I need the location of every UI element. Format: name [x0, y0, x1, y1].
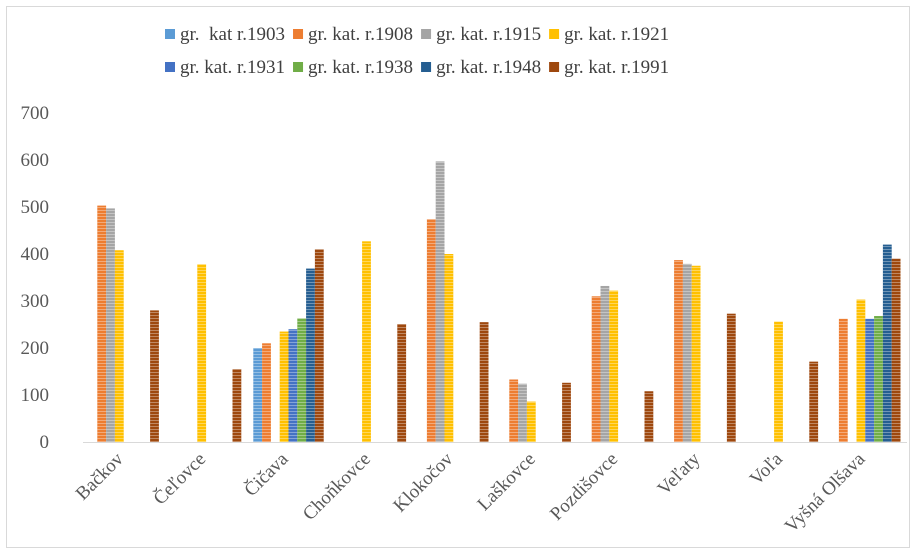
bar	[479, 322, 489, 442]
legend-label: gr. kat r.1903	[180, 24, 285, 45]
x-tick-label: Laškovce	[473, 449, 539, 515]
x-tick-label: Choňkovce	[299, 449, 375, 525]
legend-label: gr. kat. r.1948	[436, 57, 541, 78]
legend-swatch	[165, 62, 175, 72]
bar	[114, 250, 124, 442]
legend-label: gr. kat. r.1931	[180, 57, 285, 78]
legend-item: gr. kat. r.1948	[421, 57, 541, 78]
legend-item: gr. kat. r.1915	[421, 24, 541, 45]
bar	[891, 258, 901, 442]
bar	[865, 318, 875, 442]
bar	[774, 321, 783, 442]
bar	[97, 205, 107, 442]
legend-label: gr. kat. r.1991	[564, 57, 669, 78]
y-tick-label: 700	[21, 103, 50, 124]
bar	[435, 161, 445, 442]
bar	[882, 244, 892, 442]
legend-item: gr. kat. r.1908	[293, 24, 413, 45]
grouped-bar-chart: gr. kat r.1903 gr. kat. r.1908 gr. kat. r.…	[21, 24, 907, 537]
legend-item: gr. kat. r.1991	[549, 57, 669, 78]
legend-swatch	[549, 62, 560, 72]
y-tick-label: 0	[40, 432, 50, 453]
bar	[253, 348, 263, 442]
bar	[444, 254, 454, 442]
x-tick-label: Voľa	[746, 448, 787, 489]
bar	[809, 361, 819, 442]
legend-swatch	[293, 29, 304, 39]
legend-item: gr. kat. r.1938	[293, 57, 413, 78]
x-tick-label: Čičava	[240, 448, 293, 501]
legend-label: gr. kat. r.1915	[436, 24, 541, 45]
legend-swatch	[421, 62, 432, 72]
legend: gr. kat r.1903 gr. kat. r.1908 gr. kat. r.…	[165, 24, 669, 78]
bar	[874, 316, 883, 442]
bar	[838, 318, 848, 442]
legend-label: gr. kat. r.1938	[308, 57, 413, 78]
legend-item: gr. kat. r.1921	[549, 24, 669, 45]
legend-item: gr. kat. r.1931	[165, 57, 285, 78]
bar	[232, 369, 242, 442]
bar	[397, 324, 407, 442]
x-tick-label: Vyšná Olšava	[781, 448, 870, 537]
bar	[509, 379, 519, 442]
y-tick-label: 400	[21, 244, 50, 265]
bar	[691, 265, 701, 442]
bar	[644, 391, 654, 442]
x-tick-label: Bačkov	[72, 448, 128, 504]
bar	[600, 285, 610, 442]
bar	[682, 263, 692, 442]
bar	[426, 219, 436, 442]
legend-swatch	[421, 29, 432, 39]
legend-label: gr. kat. r.1921	[564, 24, 669, 45]
bar	[297, 318, 307, 442]
legend-swatch	[549, 29, 560, 39]
bar	[362, 241, 371, 442]
legend-label: gr. kat. r.1908	[308, 24, 413, 45]
x-tick-label: Veľaty	[654, 448, 705, 499]
bar	[726, 313, 736, 442]
bar	[856, 299, 866, 442]
bar	[106, 208, 115, 442]
bar	[562, 382, 571, 442]
chart-frame: gr. kat r.1903 gr. kat. r.1908 gr. kat. r.…	[6, 6, 910, 548]
bar	[609, 290, 619, 442]
x-axis: Bačkov Čeľovce Čičava Choňkovce Klokočov Lašk…	[72, 442, 907, 537]
bar	[197, 264, 207, 442]
legend-swatch	[293, 62, 304, 72]
y-tick-label: 500	[21, 197, 50, 218]
bar	[150, 310, 159, 442]
bar	[262, 343, 271, 442]
bar	[518, 383, 527, 442]
y-tick-label: 200	[21, 338, 50, 359]
y-tick-label: 600	[21, 150, 50, 171]
legend-swatch	[165, 29, 175, 39]
y-tick-label: 300	[21, 291, 50, 312]
bar	[288, 329, 298, 442]
bar	[279, 331, 289, 442]
x-tick-label: Pozdišovce	[546, 449, 622, 525]
bars	[97, 161, 901, 442]
y-axis: 0 100 200 300 400 500 600 700	[21, 103, 50, 453]
bar	[306, 268, 315, 442]
x-tick-label: Čeľovce	[149, 448, 210, 509]
x-tick-label: Klokočov	[389, 448, 457, 516]
legend-item: gr. kat r.1903	[165, 24, 285, 45]
y-tick-label: 100	[21, 385, 50, 406]
bar	[526, 401, 536, 442]
bar	[591, 296, 601, 442]
bar	[674, 260, 683, 442]
bar	[314, 249, 324, 442]
